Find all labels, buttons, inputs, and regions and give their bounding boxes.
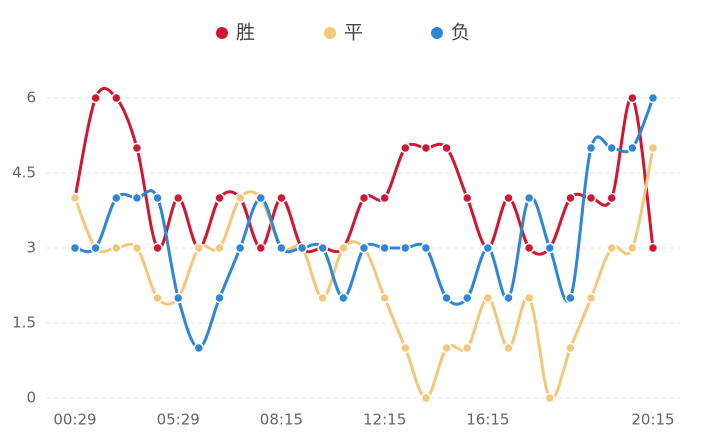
data-point	[441, 342, 452, 354]
data-point	[523, 242, 535, 254]
data-point	[317, 292, 328, 304]
data-point	[565, 342, 576, 354]
legend-marker	[431, 27, 443, 39]
data-point	[317, 242, 328, 254]
series-line	[73, 147, 655, 401]
data-point	[111, 92, 122, 104]
x-tick-label: 05:29	[157, 411, 200, 429]
y-tick-label: 0	[26, 389, 36, 407]
data-point	[461, 192, 473, 204]
x-tick-label: 20:15	[631, 411, 674, 429]
legend-label: 胜	[236, 22, 255, 44]
x-tick-label: 16:15	[466, 411, 509, 429]
y-tick-label: 4.5	[12, 164, 36, 182]
y-tick-label: 6	[26, 89, 36, 107]
data-point	[544, 242, 556, 254]
data-point	[627, 142, 638, 154]
data-point	[193, 342, 205, 354]
data-point	[400, 242, 411, 254]
data-point	[420, 392, 432, 404]
data-point	[441, 292, 452, 304]
data-point	[461, 292, 473, 304]
data-point	[338, 292, 349, 304]
data-point	[503, 342, 514, 354]
data-point	[358, 242, 370, 254]
data-point	[214, 242, 225, 254]
data-point	[400, 142, 411, 154]
data-point	[172, 292, 184, 304]
data-point	[606, 192, 617, 204]
data-point	[131, 142, 143, 154]
data-point	[627, 242, 638, 254]
data-point	[606, 242, 617, 254]
data-point	[214, 192, 225, 204]
data-point	[503, 192, 514, 204]
data-point	[193, 242, 205, 254]
data-point	[234, 242, 246, 254]
data-point	[647, 92, 659, 104]
data-point	[152, 242, 163, 254]
data-point	[420, 242, 432, 254]
data-point	[523, 192, 535, 204]
data-point	[647, 242, 659, 254]
data-point	[585, 192, 597, 204]
data-point	[461, 342, 473, 354]
data-point	[276, 192, 287, 204]
data-point	[131, 242, 143, 254]
data-point	[214, 292, 225, 304]
data-point	[379, 292, 390, 304]
y-tick-label: 1.5	[12, 314, 36, 332]
data-point	[90, 92, 101, 104]
x-tick-label: 00:29	[53, 411, 96, 429]
data-point	[358, 192, 370, 204]
data-point	[585, 142, 597, 154]
data-point	[90, 242, 101, 254]
data-point	[585, 292, 597, 304]
data-point	[131, 192, 143, 204]
data-point	[379, 192, 390, 204]
data-point	[544, 392, 556, 404]
data-point	[338, 242, 349, 254]
data-point	[379, 242, 390, 254]
data-point	[69, 242, 81, 254]
legend-label: 平	[344, 22, 363, 44]
data-point	[172, 192, 184, 204]
legend-marker	[324, 27, 336, 39]
data-point	[276, 242, 287, 254]
data-point	[255, 242, 267, 254]
data-point	[503, 292, 514, 304]
data-point	[296, 242, 308, 254]
series-line	[74, 97, 655, 350]
data-point	[627, 92, 638, 104]
x-tick-label: 08:15	[260, 411, 303, 429]
data-point	[565, 192, 576, 204]
data-point	[420, 142, 432, 154]
data-point	[400, 342, 411, 354]
data-point	[69, 192, 81, 204]
data-point	[234, 192, 246, 204]
data-point	[523, 292, 535, 304]
legend-marker	[216, 27, 228, 39]
legend-label: 负	[451, 22, 470, 44]
data-point	[441, 142, 452, 154]
data-point	[255, 192, 267, 204]
data-point	[111, 242, 122, 254]
y-tick-label: 3	[26, 239, 36, 257]
data-point	[111, 192, 122, 204]
data-point	[152, 292, 163, 304]
series-line	[73, 86, 655, 256]
data-point	[482, 242, 494, 254]
data-point	[647, 142, 659, 154]
data-point	[565, 292, 576, 304]
data-point	[482, 292, 494, 304]
data-point	[606, 142, 617, 154]
data-point	[152, 192, 163, 204]
x-tick-label: 12:15	[363, 411, 406, 429]
